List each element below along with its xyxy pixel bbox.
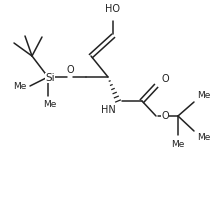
- Text: O: O: [66, 65, 74, 75]
- Text: Me: Me: [197, 91, 210, 100]
- Text: O: O: [162, 74, 170, 84]
- Text: Me: Me: [171, 140, 185, 149]
- Text: Me: Me: [197, 133, 210, 142]
- Text: Me: Me: [13, 82, 26, 91]
- Text: Si: Si: [45, 73, 55, 83]
- Text: Me: Me: [43, 100, 57, 109]
- Text: O: O: [161, 111, 169, 121]
- Text: HO: HO: [106, 4, 121, 14]
- Text: HN: HN: [101, 105, 116, 115]
